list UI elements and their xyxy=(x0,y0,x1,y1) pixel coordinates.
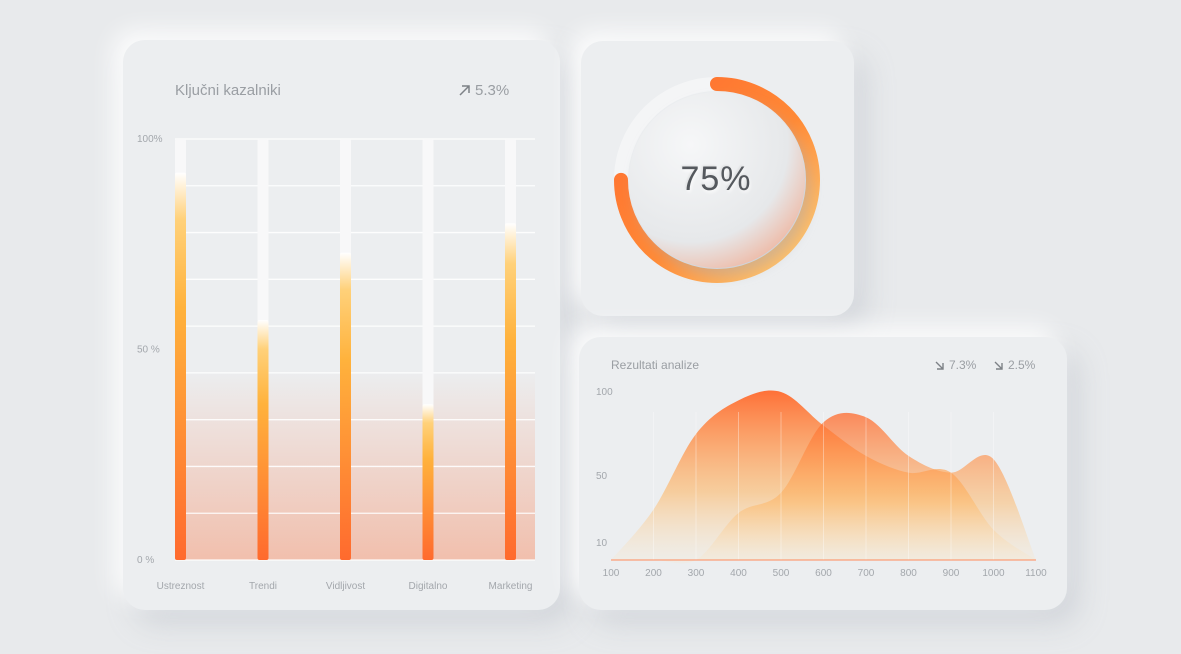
donut-chart xyxy=(614,77,820,283)
arrow-up-right-icon xyxy=(459,85,470,96)
bar-ytick-label: 0 % xyxy=(137,555,154,566)
bar-chart: 100% 50 % 0 % Ustreznost Trendi Vidljivost Dig… xyxy=(137,134,535,592)
bar-category-label: Ustreznost xyxy=(157,581,205,592)
analysis-trend-2: 2.5% xyxy=(993,358,1035,372)
bar-ytick-label: 50 % xyxy=(137,345,160,356)
bar-category-label: Digitalno xyxy=(409,581,448,592)
area-xtick-label: 900 xyxy=(943,568,960,579)
bar xyxy=(505,223,516,560)
area-xtick-label: 1100 xyxy=(1025,568,1047,579)
area-xtick-label: 1000 xyxy=(982,568,1005,579)
area-xtick-label: 500 xyxy=(773,568,790,579)
area-xtick-label: 700 xyxy=(858,568,875,579)
arrow-down-right-icon xyxy=(935,361,944,370)
bar xyxy=(257,320,269,560)
bar-category-label: Vidljivost xyxy=(326,581,365,592)
bar-plot-background xyxy=(175,369,535,560)
donut-arc xyxy=(614,77,820,283)
area-series-2 xyxy=(611,412,1036,564)
area-ytick-label: 50 xyxy=(596,471,608,482)
kpi-trend-value: 5.3% xyxy=(475,82,510,99)
donut-inner-disc xyxy=(629,92,805,268)
area-xtick-label: 600 xyxy=(815,568,832,579)
area-xtick-label: 800 xyxy=(900,568,917,579)
analysis-trend-1: 7.3% xyxy=(934,358,976,372)
area-ytick-label: 100 xyxy=(596,387,613,398)
bar xyxy=(175,172,186,560)
bar xyxy=(340,252,351,561)
kpi-card-title: Ključni kazalniki xyxy=(175,82,281,99)
bar-ytick-label: 100% xyxy=(137,134,163,145)
area-xtick-label: 200 xyxy=(645,568,662,579)
bar xyxy=(422,404,434,560)
analysis-trend-2-value: 2.5% xyxy=(1008,358,1036,372)
analysis-trend-1-value: 7.3% xyxy=(949,358,977,372)
kpi-trend: 5.3% xyxy=(458,82,509,99)
area-xtick-label: 300 xyxy=(688,568,705,579)
analysis-card-title: Rezultati analize xyxy=(611,358,700,372)
bar-category-label: Trendi xyxy=(249,581,277,592)
donut-percent-label: 75% xyxy=(680,160,752,198)
arrow-down-right-icon xyxy=(994,361,1003,370)
area-chart: 100 50 10 100 200 300 400 500 600 700 800 900 1000 11… xyxy=(596,387,1047,579)
bar-category-label: Marketing xyxy=(489,581,533,592)
area-ytick-label: 10 xyxy=(596,538,608,549)
area-xtick-label: 400 xyxy=(730,568,747,579)
area-xtick-label: 100 xyxy=(603,568,620,579)
